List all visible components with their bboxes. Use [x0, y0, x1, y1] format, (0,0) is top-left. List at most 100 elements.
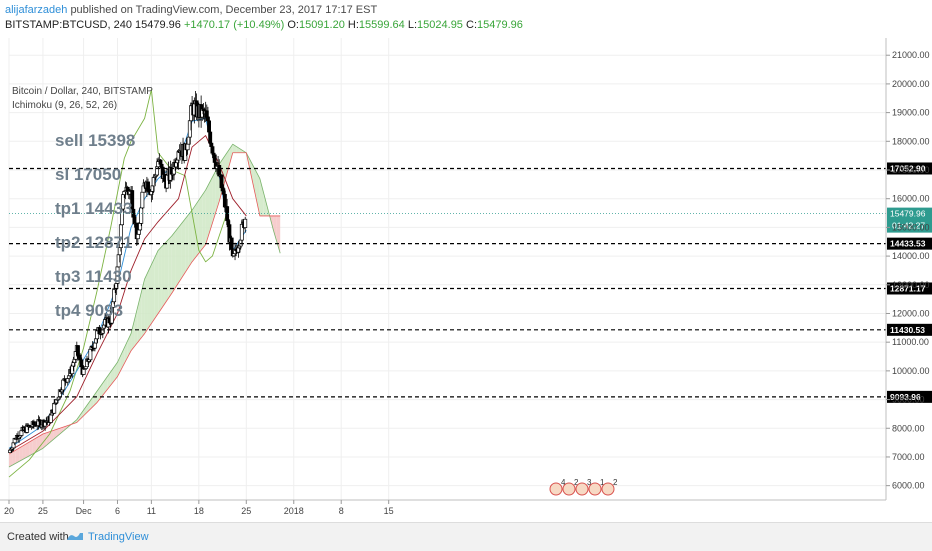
level-label-bg [887, 323, 932, 336]
low-label: L: [407, 19, 418, 31]
plot-background [0, 38, 886, 500]
event-badge-count: 3 [587, 478, 592, 487]
cloud-segment-bull [134, 306, 138, 347]
candle-up [137, 229, 141, 235]
cloud-segment-bull [141, 279, 145, 338]
cloud-segment-bear [15, 448, 20, 464]
cloud-segment-bull [198, 195, 203, 254]
price-tick-label: 10000.00 [892, 366, 930, 376]
high-label: H: [347, 19, 359, 31]
annotation-sl[interactable]: sl 17050 [55, 165, 121, 184]
event-flag-icon[interactable] [575, 482, 589, 496]
candle-down [146, 181, 150, 192]
time-axis[interactable]: 20 25 Dec 6 11 18 25 2018 8 15 [4, 500, 394, 516]
cloud-segment-bull [161, 243, 165, 309]
indicator-legend[interactable]: Ichimoku (9, 26, 52, 26) [12, 100, 118, 111]
chart-legend-title: Bitcoin / Dollar, 240, BITSTAMP [12, 86, 153, 97]
countdown-label: 01:42:27 [892, 221, 925, 231]
time-tick-label: 2018 [284, 506, 304, 516]
cloud-segment-bear [19, 446, 23, 462]
senkou-span-b-line [8, 152, 281, 455]
cloud-segment-bull [164, 239, 169, 304]
cloud-segment-bull [151, 257, 155, 324]
cloud-segment-bull [107, 371, 111, 390]
annotation-tp1[interactable]: tp1 14433 [55, 199, 133, 218]
level-label-bg [887, 390, 932, 403]
candle-up [140, 191, 145, 209]
cloud-segment-bull [168, 236, 172, 299]
price-tick-label: 20000.00 [892, 79, 930, 89]
time-tick-label: 25 [38, 506, 48, 516]
level-label: 11430.53 [890, 325, 925, 335]
cloud-segment-bull [263, 191, 267, 216]
author-link[interactable]: alijafarzadeh [5, 4, 68, 16]
time-tick-label: 25 [241, 506, 251, 516]
annotation-sell[interactable]: sell 15398 [55, 131, 135, 150]
cloud-segment-bull [90, 395, 94, 410]
price-tick-label: 16000.00 [892, 194, 930, 204]
price-axis[interactable]: 6000.00 7000.00 8000.00 9000.00 10000.00 1100… [886, 50, 930, 491]
candle-up [139, 207, 144, 224]
time-tick-label: Dec [76, 506, 93, 516]
cloud-segment-bear [49, 430, 54, 443]
cloud-segment-bull [188, 210, 193, 268]
candle-up [243, 218, 248, 228]
cloud-segment-bull [229, 144, 233, 165]
event-flag-icon[interactable] [549, 482, 563, 496]
event-flag-icon[interactable] [601, 482, 615, 496]
cloud-segment-bull [131, 319, 135, 351]
event-flag-icon[interactable] [588, 482, 602, 496]
level-label-bg [887, 282, 932, 295]
candle-up [92, 342, 97, 349]
event-badge-count: 2 [613, 478, 618, 487]
cloud-segment-bear [12, 450, 16, 466]
candlesticks [8, 90, 248, 454]
price-tick-label: 7000.00 [892, 452, 925, 462]
low-value: 15024.95 [417, 19, 463, 31]
level-label: 12871.17 [890, 283, 926, 293]
cloud-segment-bull [202, 190, 206, 249]
cloud-segment-bull [249, 159, 254, 185]
chart-area[interactable]: 17052.90 14433.53 12871.17 11430.53 9093.96 1… [0, 38, 932, 522]
cloud-segment-bear [63, 425, 67, 432]
high-value: 15599.64 [358, 19, 405, 31]
cloud-segment-bull [205, 183, 210, 245]
candle-up [135, 233, 140, 240]
price-chart[interactable]: 17052.90 14433.53 12871.17 11430.53 9093.96 1… [0, 38, 932, 522]
cloud-segment-bull [178, 223, 182, 283]
tradingview-logo-icon [67, 533, 83, 540]
level-label: 14433.53 [890, 239, 926, 249]
cloud-segment-bull [147, 264, 152, 329]
price-tick-label: 19000.00 [892, 108, 930, 118]
tradingview-brand[interactable]: TradingView [88, 531, 149, 543]
price-change: +1470.17 (+10.49%) [183, 19, 285, 31]
time-tick-label: 20 [4, 506, 14, 516]
cloud-segment-bull [239, 148, 243, 153]
event-flag-icon[interactable] [562, 482, 576, 496]
cloud-segment-bull [256, 172, 260, 216]
cloud-segment-bull [144, 271, 148, 334]
level-label-bg [887, 237, 932, 250]
annotation-tp4[interactable]: tp4 9093 [55, 301, 123, 320]
price-tick-label: 14000.00 [892, 251, 930, 261]
created-with-text: Created with [7, 531, 69, 543]
cloud-segment-bull [253, 165, 257, 201]
cloud-segment-bull [76, 414, 81, 423]
time-tick-label: 6 [115, 506, 120, 516]
last-price: 15479.96 [135, 19, 181, 31]
annotation-tp3[interactable]: tp3 11430 [55, 267, 132, 286]
ohlc-line: BITSTAMP:BTCUSD, 240 15479.96 +1470.17 (… [5, 19, 523, 31]
annotation-tp2[interactable]: tp2 12871 [55, 233, 133, 252]
cloud-segment-bull [114, 362, 118, 381]
time-tick-label: 18 [194, 506, 204, 516]
event-badge-count: 2 [574, 478, 579, 487]
level-lines: 17052.90 14433.53 12871.17 11430.53 9093.96 1… [9, 162, 932, 403]
price-tick-label: 13000.00 [892, 280, 930, 290]
time-tick-label: 15 [384, 506, 394, 516]
time-tick-label: 11 [147, 506, 156, 516]
price-tick-label: 21000.00 [892, 50, 930, 60]
candle-up [48, 414, 53, 423]
footer-bar: Created with TradingView [0, 522, 932, 551]
price-tick-label: 15000.00 [892, 222, 930, 232]
